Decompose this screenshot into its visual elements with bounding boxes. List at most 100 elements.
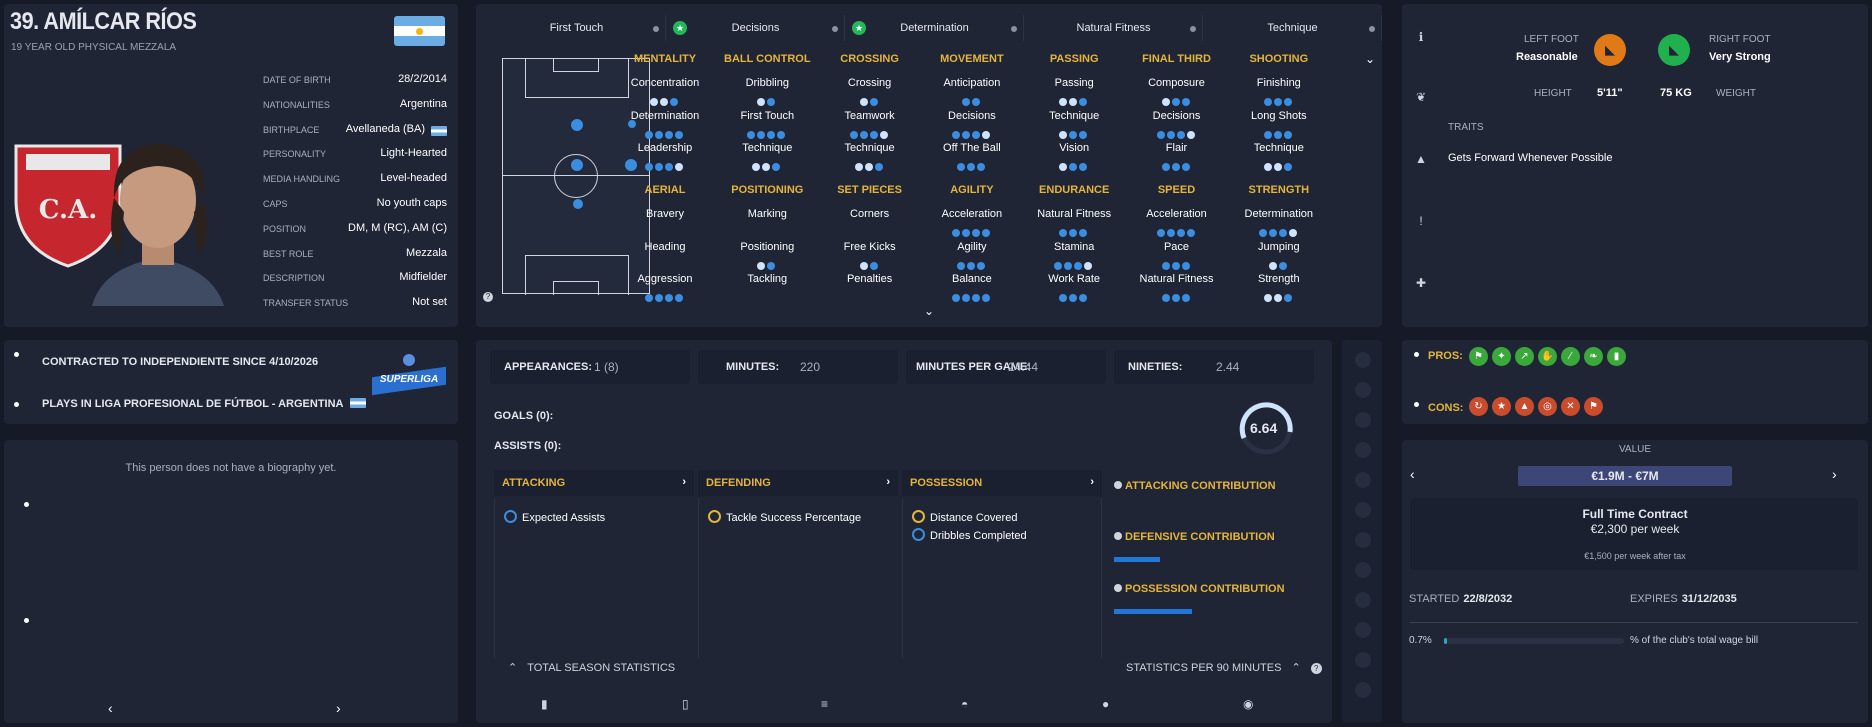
kpi-item[interactable]: Distance Covered — [912, 510, 1017, 524]
rail-icon[interactable] — [1355, 622, 1371, 638]
minutes-box[interactable]: MINUTES: 220 — [698, 350, 898, 384]
per90-toggle[interactable]: STATISTICS PER 90 MINUTES ⌃? — [1126, 661, 1322, 674]
user-circle-icon[interactable]: ◉ — [1243, 697, 1254, 711]
rail-icon[interactable] — [1355, 652, 1371, 668]
attribute-name[interactable]: Decisions — [948, 109, 996, 122]
goals-label[interactable]: GOALS (0): — [494, 410, 554, 422]
trait-item[interactable]: Gets Forward Whenever Possible — [1448, 152, 1613, 164]
attribute-name[interactable]: Natural Fitness — [1139, 273, 1214, 285]
attribute-name[interactable]: Off The Ball — [943, 142, 1001, 154]
defending-header[interactable]: DEFENDING › — [698, 470, 898, 496]
attribute-name[interactable]: Dribbling — [745, 77, 789, 89]
document-icon[interactable]: ▯ — [682, 697, 689, 711]
rail-icon[interactable] — [1355, 532, 1371, 548]
rail-icon[interactable] — [1355, 352, 1371, 368]
medical-kit-icon[interactable]: ✚ — [1415, 276, 1427, 290]
pro-badge-icon[interactable]: ⁄ — [1561, 347, 1580, 366]
attribute-name[interactable]: Natural Fitness — [1037, 208, 1112, 220]
attribute-name[interactable]: Technique — [844, 142, 895, 154]
prev-arrow-icon[interactable]: ‹ — [108, 700, 113, 716]
kpi-item[interactable]: Dribbles Completed — [912, 528, 1027, 542]
attribute-name[interactable]: Free Kicks — [843, 240, 896, 253]
mpg-box[interactable]: MINUTES PER GAME: 24.44 — [906, 350, 1106, 384]
attribute-name[interactable]: Passing — [1054, 77, 1094, 89]
rail-icon[interactable] — [1355, 472, 1371, 488]
attribute-name[interactable]: Pace — [1163, 240, 1190, 253]
info-icon[interactable]: ℹ — [1418, 30, 1424, 44]
attribute-name[interactable]: Technique — [742, 142, 793, 154]
tab-natural-fitness[interactable]: Natural Fitness — [1025, 15, 1203, 41]
attribute-name[interactable]: Technique — [1253, 142, 1304, 154]
attribute-name[interactable]: Corners — [850, 208, 890, 220]
attribute-name[interactable]: Agility — [957, 240, 987, 253]
attacking-contribution[interactable]: ATTACKING CONTRIBUTION — [1114, 480, 1276, 492]
possession-contribution[interactable]: POSSESSION CONTRIBUTION — [1114, 583, 1285, 595]
rail-icon[interactable] — [1355, 682, 1371, 698]
rail-icon[interactable] — [1355, 382, 1371, 398]
attribute-name[interactable]: Long Shots — [1250, 109, 1307, 122]
attribute-name[interactable]: Technique — [1049, 109, 1100, 122]
circle-icon[interactable]: ● — [1102, 697, 1110, 711]
assists-label[interactable]: ASSISTS (0): — [494, 440, 562, 452]
pro-badge-icon[interactable]: ▮ — [1607, 347, 1626, 366]
attribute-name[interactable]: Marking — [747, 208, 787, 220]
attribute-name[interactable]: Aggression — [637, 273, 693, 285]
attribute-name[interactable]: Anticipation — [943, 77, 1001, 89]
attribute-name[interactable]: Vision — [1059, 142, 1090, 154]
attribute-name[interactable]: Composure — [1148, 77, 1205, 89]
con-badge-icon[interactable]: ★ — [1492, 397, 1511, 416]
rail-icon[interactable] — [1355, 442, 1371, 458]
attribute-name[interactable]: Balance — [952, 273, 992, 285]
bell-icon[interactable]: ▲ — [1415, 152, 1427, 166]
attribute-name[interactable]: Crossing — [847, 77, 892, 89]
nation-flag[interactable] — [394, 16, 445, 46]
sprout-icon[interactable]: ❦ — [1415, 90, 1427, 104]
attribute-name[interactable]: Bravery — [646, 208, 684, 220]
con-badge-icon[interactable]: ↻ — [1469, 397, 1488, 416]
collapse-chevron-icon[interactable]: ⌄ — [1365, 52, 1376, 66]
rail-icon[interactable] — [1355, 412, 1371, 428]
attribute-name[interactable]: Concentration — [630, 77, 700, 89]
pro-badge-icon[interactable]: ✋ — [1538, 347, 1557, 366]
rail-icon[interactable] — [1355, 592, 1371, 608]
attribute-name[interactable]: Strength — [1258, 273, 1300, 285]
attribute-name[interactable]: Flair — [1165, 142, 1188, 154]
prev-arrow-icon[interactable]: ‹ — [1410, 466, 1415, 482]
con-badge-icon[interactable]: ⚑ — [1584, 397, 1603, 416]
attribute-name[interactable]: Work Rate — [1048, 273, 1101, 285]
helmet-icon[interactable]: ◓ — [961, 697, 969, 711]
value-range[interactable]: €1.9M - €7M — [1518, 466, 1732, 486]
attribute-name[interactable]: Determination — [630, 109, 700, 122]
kpi-item[interactable]: Expected Assists — [504, 510, 605, 524]
pro-badge-icon[interactable]: ⚑ — [1469, 347, 1488, 366]
attribute-name[interactable]: Finishing — [1256, 77, 1301, 89]
con-badge-icon[interactable]: ✕ — [1561, 397, 1580, 416]
attribute-name[interactable]: Positioning — [740, 240, 795, 253]
attribute-name[interactable]: Acceleration — [1146, 208, 1207, 220]
help-icon[interactable]: ? — [1310, 663, 1322, 674]
attribute-name[interactable]: Leadership — [637, 142, 693, 154]
attribute-name[interactable]: Stamina — [1054, 240, 1095, 253]
attribute-name[interactable]: First Touch — [740, 109, 795, 122]
tab-technique[interactable]: Technique — [1204, 15, 1382, 41]
rail-icon[interactable] — [1355, 562, 1371, 578]
tab-decisions[interactable]: ★ Decisions — [667, 15, 845, 41]
nineties-box[interactable]: NINETIES: 2.44 — [1114, 350, 1314, 384]
rail-icon[interactable] — [1355, 502, 1371, 518]
pro-badge-icon[interactable]: ↗ — [1515, 347, 1534, 366]
pro-badge-icon[interactable]: ❧ — [1584, 347, 1603, 366]
con-badge-icon[interactable]: ▲ — [1515, 397, 1534, 416]
attribute-name[interactable]: Determination — [1244, 208, 1314, 220]
pro-badge-icon[interactable]: ✦ — [1492, 347, 1511, 366]
attribute-name[interactable]: Acceleration — [941, 208, 1003, 220]
attribute-name[interactable]: Tackling — [747, 273, 788, 285]
next-arrow-icon[interactable]: › — [1832, 466, 1837, 482]
help-icon[interactable]: ? — [483, 292, 493, 302]
position-pitch[interactable] — [502, 58, 650, 295]
possession-header[interactable]: POSSESSION › — [902, 470, 1102, 496]
total-season-toggle[interactable]: ⌃ TOTAL SEASON STATISTICS — [508, 661, 675, 674]
con-badge-icon[interactable]: ◎ — [1538, 397, 1557, 416]
expand-chevron-icon[interactable]: ⌄ — [924, 304, 935, 318]
defensive-contribution[interactable]: DEFENSIVE CONTRIBUTION — [1114, 531, 1275, 543]
appearances-box[interactable]: APPEARANCES: 1 (8) — [490, 350, 690, 384]
